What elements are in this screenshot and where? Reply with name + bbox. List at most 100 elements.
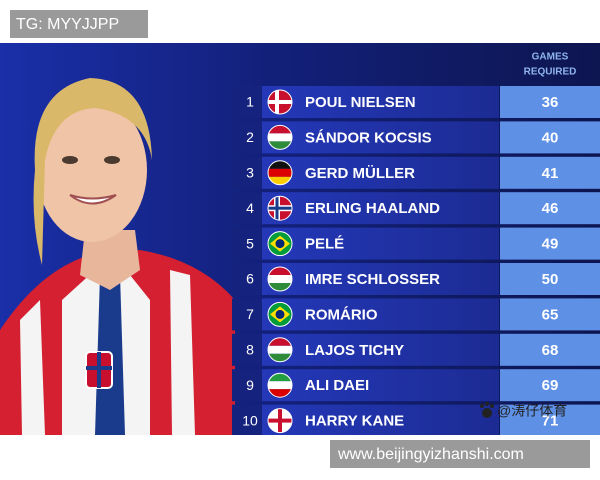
- rank-cell: [232, 156, 262, 189]
- watermark-text: @涛仔体育: [497, 403, 567, 419]
- flag: [268, 125, 292, 150]
- flag-part: [268, 176, 292, 185]
- rank: 8: [246, 342, 254, 358]
- flag-border: [267, 337, 293, 363]
- label-box: [10, 10, 148, 38]
- flag-part: [275, 309, 285, 319]
- flag-part: [268, 141, 292, 150]
- flag: [268, 337, 292, 362]
- flag-part: [268, 353, 292, 362]
- rank-cell: [232, 333, 262, 366]
- player-name: POUL NIELSEN: [305, 94, 416, 111]
- player-name: ERLING HAALAND: [305, 200, 440, 217]
- header-label: REQUIRED: [524, 67, 577, 78]
- games-required: 65: [542, 306, 559, 323]
- value-cell: [500, 156, 600, 189]
- games-required: 71: [542, 413, 559, 430]
- flag-part: [268, 389, 292, 398]
- flag-part: [268, 160, 292, 169]
- flag-border: [267, 301, 293, 327]
- flag: [268, 302, 292, 327]
- name-cell: [262, 404, 499, 435]
- rank: 2: [246, 129, 254, 145]
- flag-part: [268, 275, 292, 283]
- player-name: SÁNDOR KOCSIS: [305, 129, 432, 146]
- flag-part: [268, 345, 292, 354]
- games-required: 36: [542, 94, 559, 111]
- rank: 6: [246, 271, 254, 287]
- games-required: 50: [542, 271, 559, 288]
- name-cell: [262, 156, 499, 189]
- rank-cell: [232, 263, 262, 295]
- name-cell: [262, 86, 499, 118]
- games-required: 40: [542, 129, 559, 146]
- flag-part: [268, 168, 292, 177]
- value-cell: [500, 227, 600, 260]
- flag-part: [268, 100, 292, 104]
- rank: 1: [246, 94, 254, 110]
- rank-cell: [232, 298, 262, 331]
- flag-border: [267, 89, 293, 115]
- player-name: ALI DAEI: [305, 377, 369, 394]
- games-required: 49: [542, 236, 559, 253]
- flag-border: [267, 408, 293, 434]
- name-cell: [262, 298, 499, 331]
- games-required: 68: [542, 342, 559, 359]
- name-cell: [262, 121, 499, 154]
- player-name: PELÉ: [305, 236, 344, 253]
- flag-border: [267, 372, 293, 398]
- flag: [268, 267, 292, 291]
- name-cell: [262, 263, 499, 295]
- flag-border: [267, 124, 293, 150]
- footer-text: www.beijingyizhanshi.com: [337, 446, 524, 463]
- value-cell: [500, 263, 600, 295]
- flag-part: [268, 206, 292, 210]
- rank: 10: [242, 412, 258, 428]
- flag-part: [268, 373, 292, 382]
- flag-part: [268, 283, 292, 291]
- rank: 4: [246, 200, 254, 216]
- ranking-table: 1 POUL NIELSEN 36 2 SÁNDOR KOCSIS 40 3 GERD MÜL…: [232, 86, 600, 435]
- value-cell: [500, 86, 600, 118]
- rank-cell: [232, 404, 262, 435]
- flag-part: [275, 239, 285, 249]
- name-cell: [262, 333, 499, 366]
- rank: 9: [246, 377, 254, 393]
- rank-cell: [232, 86, 262, 118]
- label-text: TG: MYYJJPP: [16, 16, 119, 33]
- value-cell: [500, 121, 600, 154]
- header-label: GAMES: [532, 52, 569, 63]
- value-cell: [500, 369, 600, 402]
- flag-part: [268, 381, 292, 390]
- flag: [268, 373, 292, 398]
- rank-cell: [232, 369, 262, 402]
- flag: [268, 90, 292, 114]
- rank: 5: [246, 235, 254, 251]
- watermark: @涛仔体育: [480, 402, 567, 419]
- player-name: GERD MÜLLER: [305, 165, 415, 182]
- rank-cell: [232, 227, 262, 260]
- rank: 3: [246, 165, 254, 181]
- flag-part: [268, 418, 292, 423]
- games-required: 41: [542, 165, 559, 182]
- flag-border: [267, 195, 293, 221]
- name-cell: [262, 369, 499, 402]
- flag: [268, 231, 292, 256]
- flag-border: [267, 266, 293, 292]
- value-cell: [500, 333, 600, 366]
- flag: [268, 196, 292, 221]
- value-cell: [500, 298, 600, 331]
- flag-part: [268, 133, 292, 142]
- games-required: 69: [542, 377, 559, 394]
- name-cell: [262, 192, 499, 225]
- flag-part: [268, 267, 292, 275]
- player: [0, 78, 235, 435]
- name-cell: [262, 227, 499, 260]
- flag: [268, 160, 292, 185]
- flag-part: [268, 337, 292, 346]
- value-cell: [500, 404, 600, 435]
- player-name: HARRY KANE: [305, 413, 404, 430]
- player-name: IMRE SCHLOSSER: [305, 271, 440, 288]
- player-name: ROMÁRIO: [305, 306, 378, 323]
